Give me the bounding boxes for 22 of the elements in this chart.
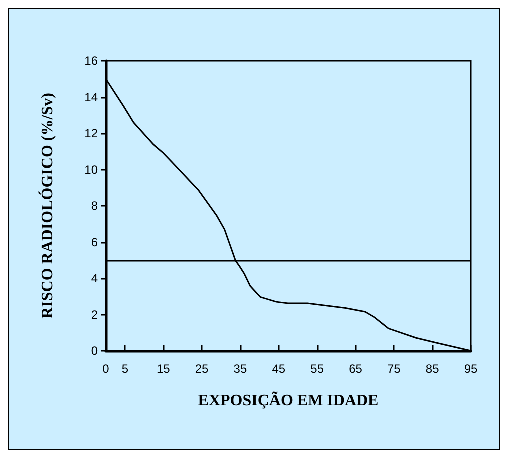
y-tick-label: 10 [84,162,98,177]
y-tick-label: 0 [91,344,98,358]
y-tick-label: 6 [91,235,98,250]
y-tick-label: 2 [91,308,98,322]
x-tick-label: 35 [234,362,248,376]
x-tick-label: 0 [102,362,110,376]
x-tick-label: 85 [426,362,440,376]
y-tick-label: 14 [84,90,98,104]
x-tick-label: 95 [464,362,478,376]
x-tick-label: 55 [310,362,324,376]
x-tick-label: 15 [156,362,171,376]
y-tick-label: 12 [84,126,98,140]
x-tick-label: 25 [195,362,210,376]
x-tick-label: 5 [122,362,129,376]
x-tick-label: 75 [387,362,402,376]
x-axis-title: EXPOSIÇÃO EM IDADE [198,392,379,410]
x-tick-label: 45 [272,362,286,376]
x-tick-label: 65 [349,362,363,376]
y-tick-label: 16 [84,54,98,68]
y-axis-title: RISCO RADIOLÓGICO (%/Sv) [38,93,56,319]
y-tick-label: 4 [91,272,98,286]
y-tick-label: 8 [91,199,98,213]
